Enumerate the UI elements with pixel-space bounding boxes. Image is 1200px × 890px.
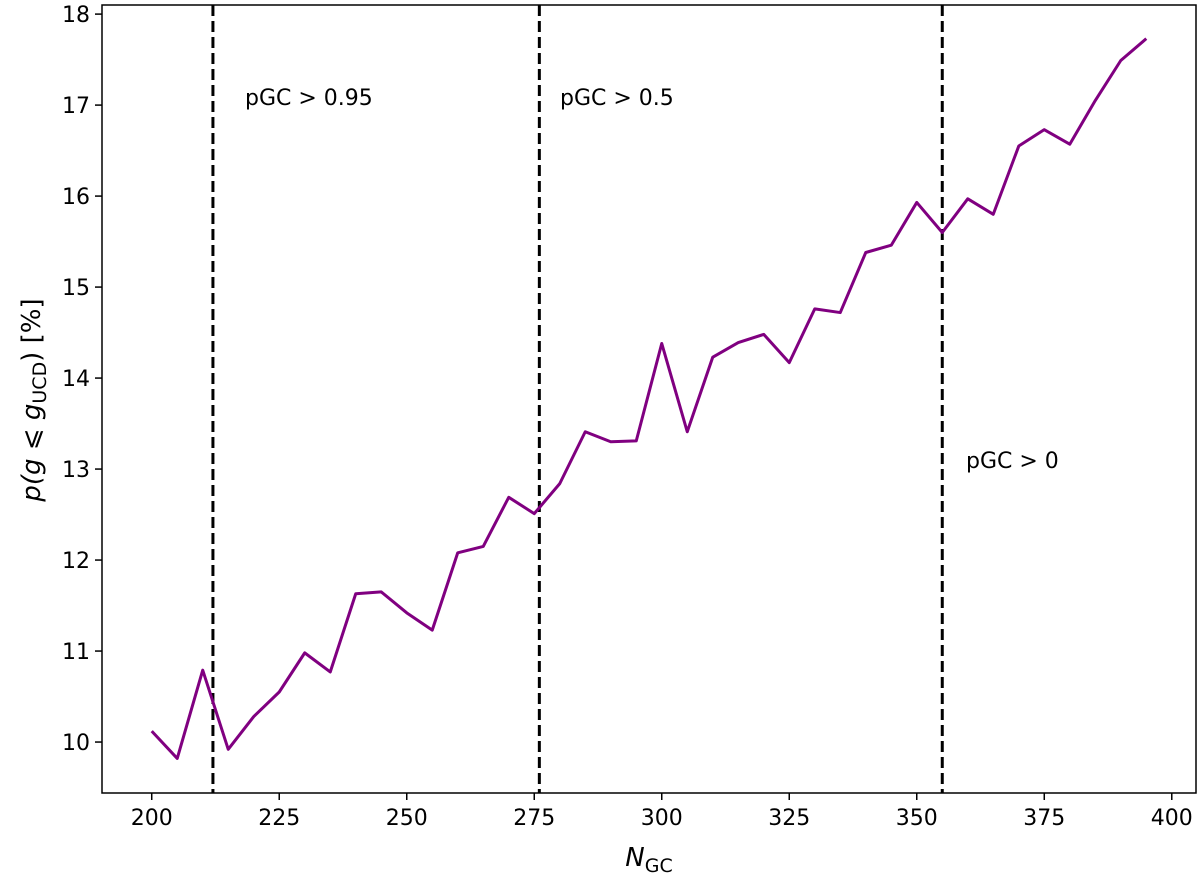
y-tick-label: 18 <box>62 3 90 28</box>
data-line <box>150 37 1148 760</box>
annotation: pGC > 0.95 <box>245 86 373 111</box>
annotation: pGC > 0 <box>966 449 1059 474</box>
x-tick-label: 250 <box>386 806 428 831</box>
x-tick-label: 325 <box>768 806 810 831</box>
x-label-main: N <box>625 843 644 873</box>
y-tick-label: 13 <box>62 458 90 483</box>
x-tick-label: 225 <box>258 806 300 831</box>
x-tick-label: 400 <box>1151 806 1193 831</box>
y-tick-label: 11 <box>62 640 90 665</box>
y-tick-label: 17 <box>62 94 90 119</box>
x-tick-label: 300 <box>641 806 683 831</box>
y-label-main: p(g ⩽ g <box>17 404 47 503</box>
plot-frame <box>101 4 1197 794</box>
y-tick-label: 15 <box>62 276 90 301</box>
x-tick-label: 375 <box>1023 806 1065 831</box>
x-tick-label: 200 <box>131 806 173 831</box>
y-tick-label: 14 <box>62 367 90 392</box>
annotation: pGC > 0.5 <box>560 86 674 111</box>
y-axis-label: p(g ⩽ gUCD) [%] <box>17 298 51 502</box>
y-tick-label: 12 <box>62 549 90 574</box>
x-axis-label: NGC <box>625 843 672 877</box>
y-label-end: ) [%] <box>17 298 47 361</box>
x-label-sub: GC <box>645 855 673 877</box>
y-tick-label: 10 <box>62 731 90 756</box>
x-tick-label: 275 <box>513 806 555 831</box>
y-label-sub: UCD <box>29 362 51 404</box>
y-tick-label: 16 <box>62 185 90 210</box>
x-tick-label: 350 <box>896 806 938 831</box>
